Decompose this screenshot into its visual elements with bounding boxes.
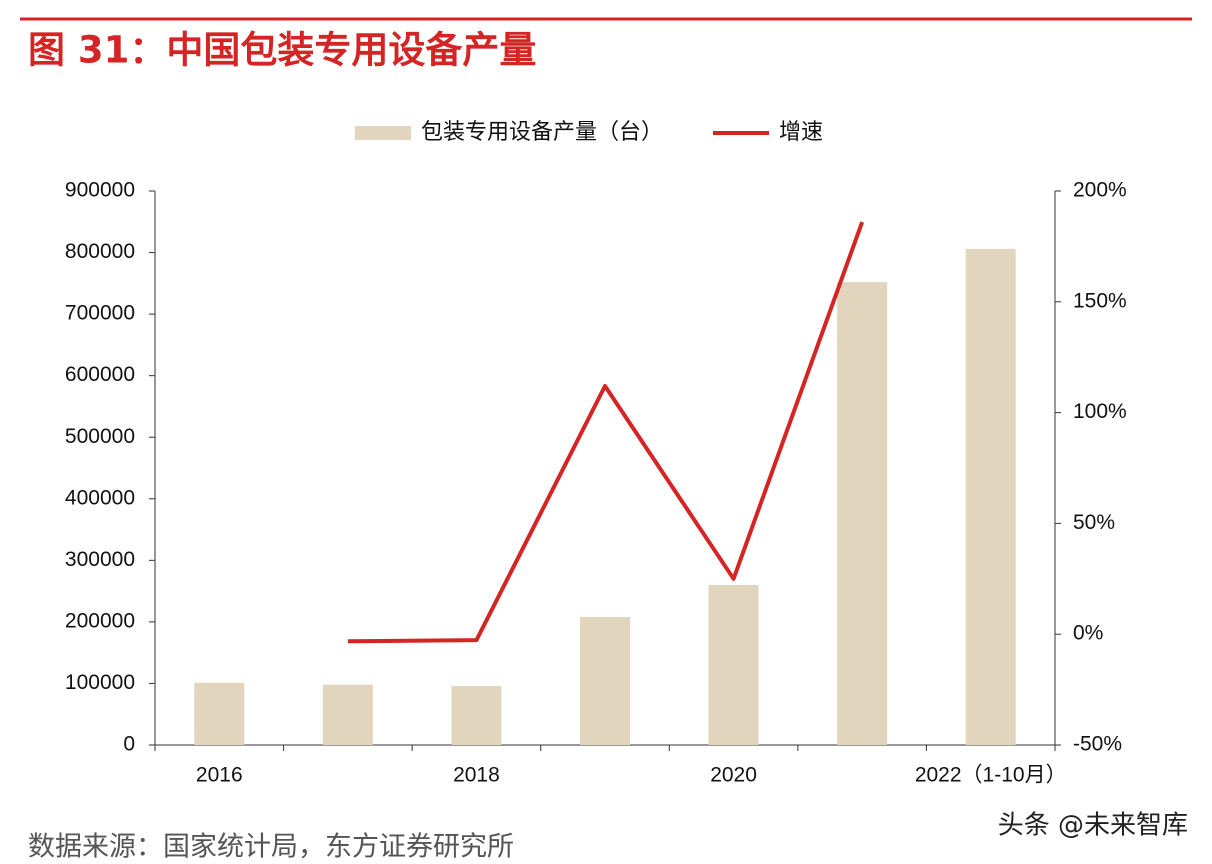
chart-title: 图 31：中国包装专用设备产量	[28, 29, 536, 72]
legend-label: 包装专用设备产量（台）	[421, 120, 663, 145]
bar	[322, 684, 373, 745]
x-tick-label: 2022（1-10月）	[915, 764, 1067, 787]
bar	[451, 685, 502, 745]
y-tick-label: 600000	[65, 363, 135, 386]
y-tick-label: 0	[123, 733, 135, 756]
y2-tick-label: 150%	[1073, 289, 1127, 312]
y-tick-label: 300000	[65, 548, 135, 571]
x-tick-label: 2020	[710, 764, 757, 787]
y-tick-label: 800000	[65, 240, 135, 263]
y2-tick-label: -50%	[1073, 733, 1122, 756]
source: 数据来源：国家统计局，东方证券研究所	[28, 832, 514, 863]
watermark: 头条 @未来智库	[998, 811, 1188, 841]
bar	[580, 616, 630, 745]
legend-label: 增速	[779, 120, 823, 145]
y-tick-label: 500000	[65, 425, 135, 448]
y2-tick-label: 0%	[1073, 622, 1103, 645]
x-tick-label: 2018	[453, 764, 500, 787]
y2-tick-label: 50%	[1073, 511, 1115, 534]
line	[347, 221, 865, 644]
bar	[194, 682, 245, 745]
y-tick-label: 100000	[65, 671, 135, 694]
y-tick-label: 900000	[65, 179, 135, 202]
y-tick-label: 400000	[65, 486, 135, 509]
y-tick-label: 200000	[65, 609, 135, 632]
y2-tick-label: 200%	[1073, 179, 1127, 202]
bar	[837, 282, 888, 745]
y-tick-label: 700000	[65, 302, 135, 325]
legend-swatch	[355, 126, 411, 140]
x-tick-label: 2016	[196, 764, 243, 787]
y2-tick-label: 100%	[1073, 400, 1127, 423]
bar	[965, 248, 1016, 745]
bar	[708, 584, 759, 745]
